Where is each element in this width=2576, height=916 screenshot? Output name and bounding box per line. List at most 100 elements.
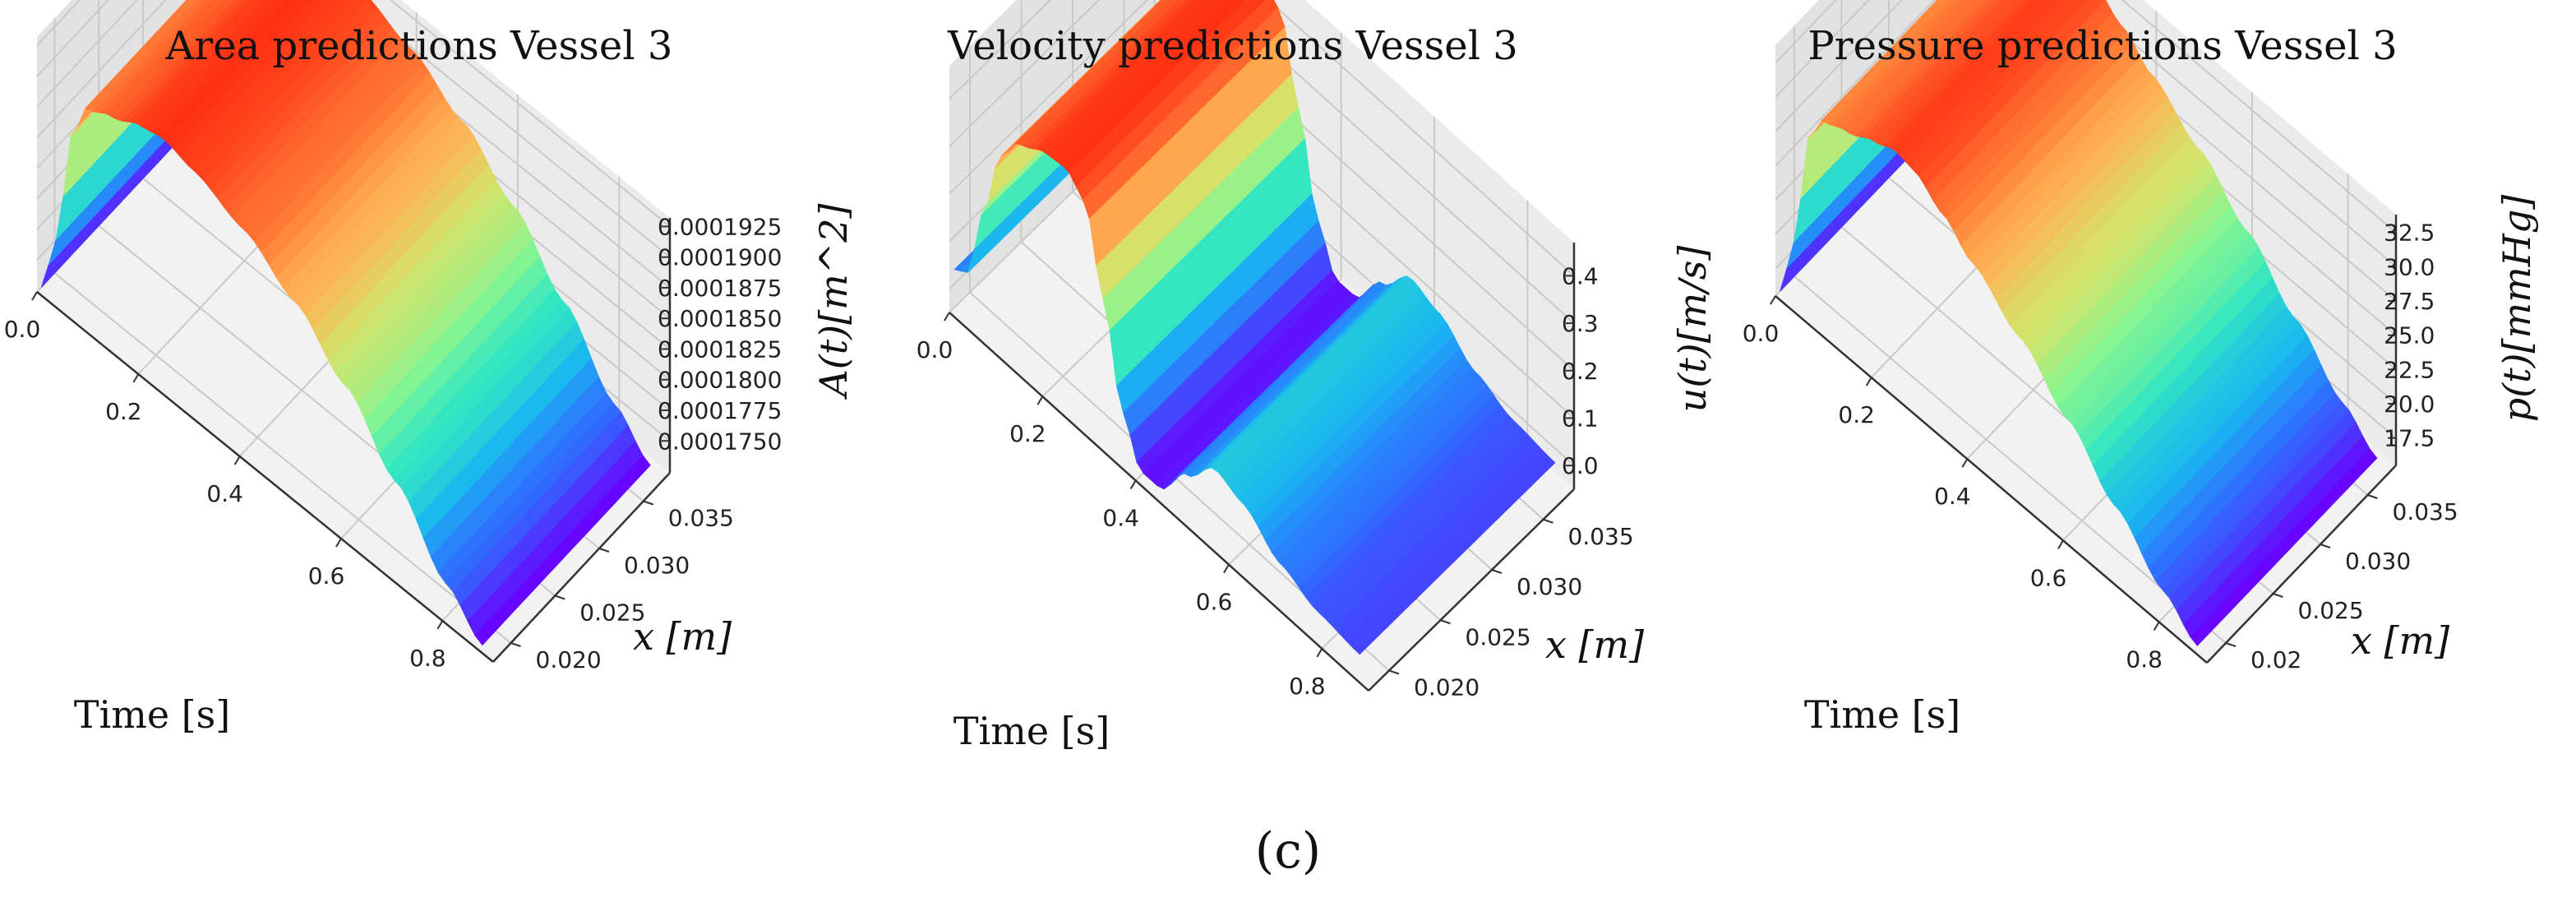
x-axis-line: [1775, 295, 2208, 664]
x-tick-label: 0.4: [1102, 504, 1139, 531]
y-tick: [643, 500, 654, 506]
chart-title: Velocity predictions Vessel 3: [947, 23, 1518, 69]
z-tick-label: 25.0: [2384, 322, 2435, 349]
y-tick-label: 0.020: [1414, 674, 1480, 701]
y-tick: [554, 594, 566, 600]
x-tick: [2057, 539, 2064, 549]
velocity-chart: 0.0 0.2 0.4 0.6 0.8 0.020 0.025 0.030 0.035 0.0 0.…: [916, 0, 1715, 753]
z-tick-label: 17.5: [2384, 425, 2435, 452]
x-tick-label: 0.6: [2030, 564, 2067, 591]
z-gridline: [949, 0, 1575, 372]
y-tick: [510, 642, 521, 647]
z-tick-label: 22.5: [2384, 356, 2435, 383]
surface-patch: [2190, 622, 2211, 646]
x-axis-line: [949, 312, 1369, 692]
z-gridline: [1775, 0, 2397, 234]
x-tick-label: 0.8: [409, 645, 446, 672]
z-gridline: [949, 0, 1575, 324]
y-tick: [2273, 593, 2283, 598]
y-tick-label: 0.025: [579, 599, 645, 627]
z-tick-label: 0.0001775: [658, 397, 782, 424]
x-tick: [31, 291, 38, 301]
z-tick-label: 0.0001875: [658, 275, 782, 302]
z-tick-label: 27.5: [2384, 288, 2435, 315]
z-gridline: [1775, 0, 2397, 336]
x-tick: [944, 312, 950, 322]
y-tick-label: 0.035: [1568, 523, 1634, 550]
y-axis-label: x [m]: [2351, 618, 2449, 663]
y-tick-label: 0.030: [624, 552, 690, 579]
x-axis-line: [36, 291, 494, 663]
x-tick-label: 0.6: [308, 562, 345, 590]
x-tick-label: 0.2: [1009, 420, 1046, 447]
pressure-chart: 0.0 0.2 0.4 0.6 0.8 0.02 0.025 0.030 0.035 17.5 20…: [1743, 0, 2539, 737]
x-tick: [2153, 621, 2160, 631]
z-axis-label: A(t)[m^2]: [811, 203, 856, 400]
x-tick: [1129, 479, 1137, 489]
z-gridline: [1775, 0, 2397, 268]
x-tick-label: 0.2: [105, 398, 142, 425]
x-tick-label: 0.4: [206, 480, 243, 507]
x-tick: [233, 456, 241, 465]
y-tick: [2367, 494, 2378, 499]
x-tick-label: 0.2: [1838, 401, 1875, 428]
z-gridline: [36, 0, 671, 258]
z-tick-label: 0.0001850: [658, 305, 782, 332]
surface: [40, 0, 651, 646]
z-axis-label: p(t)[mmHg]: [2495, 195, 2539, 423]
y-tick: [1543, 518, 1553, 524]
z-gridline: [1775, 0, 2397, 302]
z-gridline: [949, 0, 1575, 277]
x-tick: [132, 373, 140, 383]
z-tick-label: 0.1: [1562, 405, 1599, 432]
z-tick-label: 0.2: [1562, 358, 1599, 385]
x-axis-label: Time [s]: [74, 692, 230, 737]
x-axis-label: Time [s]: [1804, 692, 1960, 737]
y-tick: [2225, 642, 2237, 647]
y-tick-label: 0.025: [1466, 623, 1531, 650]
chart-title: Area predictions Vessel 3: [165, 23, 673, 69]
z-gridline: [36, 0, 671, 228]
surface: [953, 0, 1556, 655]
z-tick-label: 0.0001925: [658, 213, 782, 240]
y-axis-line: [2206, 465, 2397, 664]
x-tick-label: 0.8: [2126, 645, 2163, 673]
y-axis-line: [1368, 488, 1575, 692]
x-tick-label: 0.4: [1934, 483, 1971, 510]
z-tick-label: 32.5: [2384, 220, 2435, 247]
y-axis-label: x [m]: [633, 614, 732, 659]
x-tick: [1770, 295, 1776, 305]
y-tick-label: 0.02: [2251, 646, 2301, 673]
surface-patch: [1352, 633, 1374, 655]
x-tick-label: 0.8: [1289, 673, 1326, 700]
x-tick-label: 0.6: [1196, 589, 1233, 616]
x-tick-label: 0.0: [4, 316, 41, 343]
y-tick: [1440, 619, 1451, 625]
x-tick: [1865, 377, 1872, 386]
y-tick-label: 0.035: [2393, 498, 2458, 525]
z-tick-label: 0.0001900: [658, 244, 782, 271]
x-tick-label: 0.0: [1743, 320, 1780, 347]
x-tick: [335, 538, 342, 548]
x-tick: [1961, 458, 1969, 468]
z-gridline: [36, 0, 671, 289]
x-tick: [436, 620, 444, 630]
y-axis-line: [492, 472, 671, 663]
y-tick-label: 0.030: [2345, 548, 2411, 575]
z-axis-label: u(t)[m/s]: [1670, 246, 1715, 413]
surface-patch: [474, 622, 496, 646]
z-tick-label: 30.0: [2384, 253, 2435, 280]
x-tick: [1316, 648, 1323, 658]
y-tick: [1491, 569, 1503, 574]
y-tick: [1388, 669, 1400, 675]
z-tick-label: 0.4: [1562, 262, 1599, 289]
y-tick-label: 0.035: [668, 505, 734, 532]
z-tick-label: 0.0001825: [658, 335, 782, 363]
y-tick: [2320, 544, 2331, 548]
z-tick-label: 20.0: [2384, 391, 2435, 418]
area-chart: 0.0 0.2 0.4 0.6 0.8 0.020 0.025 0.030 0.035 0.000…: [4, 0, 856, 737]
y-tick-label: 0.025: [2298, 597, 2364, 624]
y-tick: [598, 548, 610, 553]
surface: [1780, 0, 2378, 646]
